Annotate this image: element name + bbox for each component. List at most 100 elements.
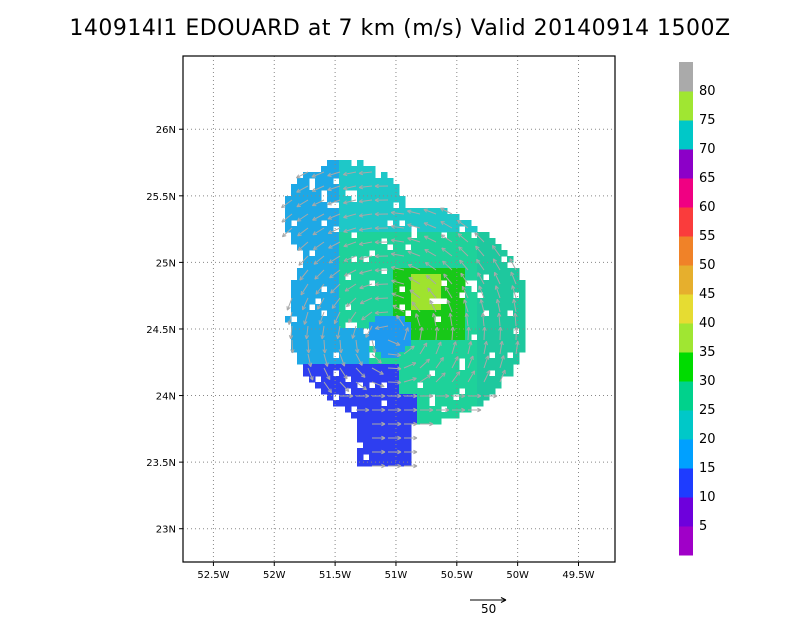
wind-vector [423,208,437,215]
wind-cell [393,418,400,425]
wind-cell [315,364,322,371]
wind-cell [321,178,328,185]
wind-cell [411,238,418,245]
wind-cell [303,352,310,359]
wind-vector-head [374,268,379,273]
wind-cell [345,328,352,335]
colorbar-label: 60 [699,200,716,215]
wind-vector [415,313,421,327]
wind-cell [321,364,328,371]
wind-vector-head [413,463,418,469]
wind-vector [296,213,309,222]
wind-vector [480,299,485,313]
wind-cell [351,202,358,209]
colorbar-segment [679,352,693,382]
wind-cell [453,376,460,383]
wind-cell [483,352,490,359]
wind-cell [357,190,364,197]
wind-cell [411,406,418,413]
wind-cell [333,172,340,179]
wind-cell [309,262,316,269]
wind-cell [315,322,322,329]
wind-cell [309,292,316,299]
wind-vector-head [381,407,386,413]
wind-cell [369,418,376,425]
wind-cell [471,274,478,281]
wind-cell [435,382,442,389]
wind-vector-head [407,223,412,228]
wind-cell [477,316,484,323]
wind-cell [477,352,484,359]
wind-cell [495,328,502,335]
colorbar-segment [679,178,693,208]
wind-vector-head [396,314,401,320]
wind-cell [369,388,376,395]
wind-cell [489,346,496,353]
wind-cell [369,268,376,275]
wind-cell [309,232,316,239]
wind-cell [375,412,382,419]
wind-cell [315,358,322,365]
wind-cell [363,214,370,221]
wind-cell [381,454,388,461]
wind-cell [381,394,388,401]
wind-cell [441,364,448,371]
wind-cell [339,190,346,197]
wind-cell [411,220,418,227]
wind-cell [411,280,418,287]
wind-cell [321,184,328,191]
wind-cell [501,334,508,341]
wind-cell [471,226,478,233]
wind-cell [399,316,406,323]
wind-cell [441,346,448,353]
wind-cell [453,262,460,269]
wind-vector-head [287,320,292,325]
wind-vector [458,246,469,257]
wind-cell [447,406,454,413]
wind-vector-head [440,207,445,212]
wind-cell [381,418,388,425]
wind-cell [357,424,364,431]
wind-vector [339,381,350,392]
wind-cell [357,304,364,311]
wind-cell [513,298,520,305]
wind-cell [429,316,436,323]
wind-cell [447,346,454,353]
wind-cell [483,244,490,251]
wind-cell [501,352,508,359]
wind-cell [297,304,304,311]
wind-vector [359,171,373,174]
colorbar-label: 55 [699,229,716,244]
wind-cell [399,334,406,341]
wind-vector-head [312,245,318,250]
wind-cell [351,172,358,179]
wind-cell [345,358,352,365]
wind-cell [393,286,400,293]
wind-cell [465,286,472,293]
wind-cell [339,322,346,329]
wind-cell [483,394,490,401]
wind-cell [495,370,502,377]
wind-vector [312,213,325,221]
wind-cell [447,286,454,293]
wind-cell [321,274,328,281]
wind-cell [357,460,364,467]
wind-vector-head [445,393,450,399]
wind-cell [297,346,304,353]
wind-cell [369,346,376,353]
wind-cell [297,184,304,191]
wind-cell [429,256,436,263]
wind-cell [351,214,358,221]
wind-cell [399,250,406,257]
wind-cell [345,310,352,317]
wind-cell [459,298,466,305]
wind-vector-head [361,316,366,321]
wind-cell [393,424,400,431]
wind-cell [477,238,484,245]
wind-cell [483,328,490,335]
wind-cell [381,310,388,317]
wind-cell [453,256,460,263]
wind-vector [425,274,437,285]
wind-cell [453,358,460,365]
wind-cell [315,238,322,245]
